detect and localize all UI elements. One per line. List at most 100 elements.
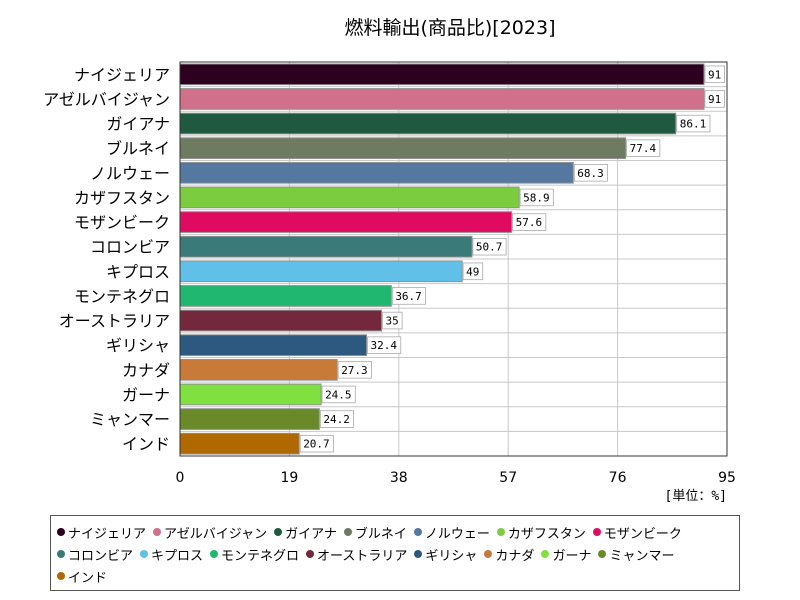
legend-label: インド — [68, 570, 108, 586]
x-tick-label: 95 — [718, 470, 736, 486]
legend-dot-icon — [598, 550, 607, 558]
legend-dot-icon — [496, 528, 505, 536]
legend-dot-icon — [140, 550, 149, 558]
legend-dot-icon — [414, 550, 423, 558]
legend-label: キプロス — [151, 548, 204, 564]
data-label-box — [321, 385, 356, 404]
data-label: 77.4 — [630, 142, 657, 155]
bar — [179, 88, 705, 110]
bar — [179, 63, 705, 86]
category-label: ガーナ — [122, 385, 170, 404]
legend-label: モンテネグロ — [221, 548, 300, 564]
legend-dot-icon — [484, 550, 493, 558]
plot-frame — [179, 61, 728, 457]
legend-label: モザンビーク — [603, 526, 682, 542]
category-label: ギリシャ — [106, 336, 170, 355]
legend-dot-icon — [210, 550, 219, 558]
data-label-box — [676, 114, 711, 133]
legend-item: インド — [57, 565, 107, 587]
legend-dot-icon — [343, 528, 352, 536]
data-label-box — [319, 410, 354, 428]
data-label-box — [337, 361, 372, 379]
legend-dot-icon — [592, 528, 601, 536]
legend-dot-icon — [413, 528, 422, 536]
data-label: 91 — [708, 93, 721, 106]
x-tick-label: 76 — [609, 470, 627, 486]
legend-dot-icon — [153, 528, 162, 536]
bar — [179, 235, 473, 258]
data-label: 68.3 — [577, 167, 604, 180]
data-label: 24.5 — [325, 388, 352, 401]
category-labels: ナイジェリアアゼルバイジャンガイアナブルネイノルウェーカザフスタンモザンビークコ… — [43, 65, 170, 453]
category-label: モザンビーク — [74, 213, 170, 232]
bar — [179, 112, 677, 135]
bar — [179, 432, 300, 455]
unit-label: [単位：%] — [665, 488, 727, 504]
bars — [179, 63, 705, 455]
legend-label: ギリシャ — [425, 548, 478, 564]
legend-item: ガーナ — [541, 543, 591, 565]
data-label: 57.6 — [516, 216, 543, 229]
data-label: 36.7 — [395, 290, 422, 303]
x-tick-label: 57 — [499, 470, 517, 486]
data-labels: 919186.177.468.358.957.650.74936.73532.4… — [299, 65, 725, 453]
data-label-box — [573, 164, 608, 182]
data-label-box — [382, 311, 403, 330]
data-label-box — [391, 287, 426, 305]
category-label: コロンビア — [90, 238, 170, 257]
category-label: ブルネイ — [106, 139, 170, 158]
legend-item: ブルネイ — [343, 521, 407, 543]
legend-item: コロンビア — [57, 543, 133, 565]
category-label: キプロス — [106, 262, 170, 281]
category-label: カザフスタン — [74, 188, 170, 207]
legend-label: ガーナ — [552, 548, 592, 564]
legend-label: アゼルバイジャン — [164, 526, 268, 542]
legend: ナイジェリア アゼルバイジャン ガイアナ ブルネイ ノルウェー カザフスタン モザンビークコ… — [50, 515, 740, 591]
legend-label: コロンビア — [68, 548, 134, 564]
category-label: オーストラリア — [59, 312, 170, 331]
data-label-box — [626, 139, 661, 157]
bar — [179, 285, 392, 307]
data-label: 58.9 — [523, 191, 550, 204]
data-label-box — [472, 237, 507, 256]
bar — [179, 161, 574, 184]
legend-item: カザフスタン — [496, 521, 586, 543]
legend-dot-icon — [57, 572, 65, 580]
data-label: 24.2 — [323, 413, 350, 426]
x-tick-label: 0 — [176, 470, 185, 486]
data-label-box — [512, 213, 547, 231]
category-label: ノルウェー — [90, 164, 170, 183]
data-label: 86.1 — [680, 118, 707, 131]
data-label-box — [704, 90, 725, 108]
legend-label: カナダ — [495, 548, 535, 564]
bar — [179, 260, 463, 283]
category-label: インド — [122, 435, 170, 454]
legend-item: オーストラリア — [306, 543, 407, 565]
data-label: 35 — [386, 315, 399, 328]
legend-label: カザフスタン — [507, 526, 586, 542]
legend-item: ギリシャ — [414, 543, 477, 565]
category-label: カナダ — [122, 361, 170, 380]
legend-item: ミャンマー — [598, 543, 674, 565]
legend-item: ナイジェリア — [57, 521, 146, 543]
data-label-box — [367, 336, 402, 354]
legend-label: ノルウェー — [424, 526, 490, 542]
category-label: アゼルバイジャン — [43, 90, 170, 109]
bar — [179, 211, 513, 233]
x-tick-labels: 0 19 38 57 76 95 — [176, 470, 736, 486]
data-label: 27.3 — [341, 364, 368, 377]
legend-dot-icon — [274, 528, 283, 536]
x-tick-label: 19 — [280, 470, 298, 486]
bar — [179, 334, 368, 357]
category-label: ナイジェリア — [74, 65, 170, 84]
legend-label: ナイジェリア — [68, 526, 147, 542]
bar — [179, 137, 627, 160]
chart-title: 燃料輸出(商品比)[2023] — [344, 17, 555, 39]
data-label: 20.7 — [303, 438, 330, 451]
bar-chart: 燃料輸出(商品比)[2023] ナイジェリアアゼルバイジャンガイアナブルネイノル… — [43, 17, 736, 504]
bar — [179, 408, 320, 430]
data-label: 50.7 — [476, 241, 503, 254]
category-label: ガイアナ — [106, 115, 170, 134]
category-label: モンテネグロ — [74, 287, 170, 306]
data-label-box — [299, 434, 334, 453]
